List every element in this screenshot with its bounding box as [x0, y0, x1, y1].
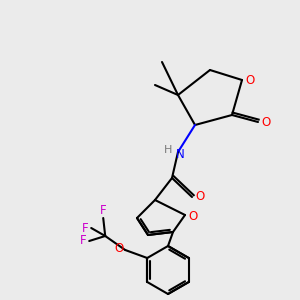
Text: O: O — [195, 190, 205, 203]
Text: O: O — [261, 116, 271, 128]
Text: O: O — [245, 74, 255, 86]
Text: F: F — [80, 235, 86, 248]
Text: O: O — [115, 242, 124, 254]
Text: O: O — [188, 211, 198, 224]
Text: F: F — [82, 221, 88, 235]
Text: F: F — [100, 205, 106, 218]
Text: H: H — [164, 145, 172, 155]
Text: N: N — [176, 148, 184, 160]
